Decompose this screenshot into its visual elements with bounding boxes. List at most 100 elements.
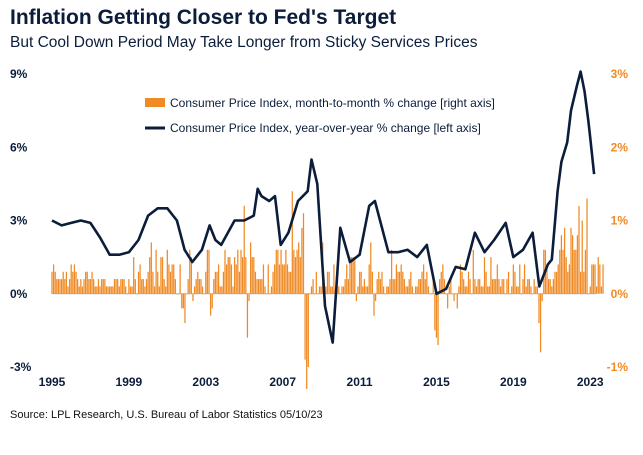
- mom-bar: [137, 271, 140, 294]
- mom-bar: [395, 264, 398, 294]
- mom-bar: [184, 293, 186, 324]
- mom-bar: [600, 286, 603, 294]
- mom-bar: [107, 286, 109, 294]
- x-axis-tick: 1995: [39, 375, 66, 389]
- mom-bar: [165, 286, 167, 294]
- mom-bar: [531, 293, 534, 295]
- mom-bar: [416, 286, 418, 294]
- mom-bar: [274, 264, 276, 294]
- mom-bar: [461, 271, 463, 294]
- mom-bar: [421, 271, 423, 294]
- mom-bar: [182, 293, 184, 309]
- mom-bar: [229, 257, 231, 294]
- mom-bar: [51, 271, 53, 294]
- mom-bar: [326, 271, 329, 294]
- chart-legend: Consumer Price Index, month-to-month % c…: [145, 96, 495, 135]
- mom-bar: [567, 271, 569, 294]
- mom-bar: [272, 271, 274, 294]
- mom-bar: [568, 264, 571, 294]
- mom-bar: [358, 271, 361, 294]
- mom-bar: [232, 286, 234, 294]
- x-axis-tick: 2003: [192, 375, 219, 389]
- mom-bar: [211, 293, 213, 309]
- mom-bar: [310, 286, 313, 294]
- mom-bar: [221, 286, 223, 294]
- mom-bar: [177, 293, 180, 295]
- mom-bar: [472, 249, 474, 294]
- mom-bar: [320, 286, 322, 294]
- mom-bar: [453, 293, 455, 302]
- mom-bar: [52, 264, 55, 294]
- mom-bar: [549, 279, 551, 294]
- legend-swatch-mom: [145, 98, 165, 107]
- mom-bar: [589, 286, 591, 294]
- mom-bar: [243, 205, 245, 294]
- mom-bar: [400, 264, 402, 294]
- mom-bar: [285, 249, 287, 294]
- chart-subtitle: But Cool Down Period May Take Longer fro…: [10, 34, 478, 51]
- mom-bar: [291, 191, 293, 294]
- mom-bar: [405, 286, 407, 294]
- mom-bar: [245, 257, 247, 294]
- mom-bar: [113, 279, 116, 294]
- mom-bar: [559, 249, 561, 294]
- mom-bar: [440, 271, 442, 294]
- mom-bar: [575, 249, 577, 294]
- mom-bar: [328, 271, 330, 294]
- mom-bar: [288, 271, 290, 294]
- mom-bar: [459, 264, 462, 294]
- mom-bar: [493, 279, 495, 294]
- mom-bar: [158, 286, 160, 294]
- mom-bar: [384, 293, 386, 295]
- mom-bar: [155, 249, 157, 294]
- mom-bar: [588, 293, 590, 295]
- mom-bar: [448, 286, 450, 294]
- mom-bar: [591, 264, 593, 294]
- mom-bar: [192, 293, 194, 302]
- mom-bar: [442, 264, 444, 294]
- mom-bar: [144, 286, 146, 294]
- mom-bar: [536, 286, 538, 294]
- mom-bar: [586, 198, 588, 294]
- mom-bar: [602, 264, 604, 294]
- mom-bar: [597, 257, 599, 294]
- mom-bar: [72, 271, 74, 294]
- mom-bar: [547, 279, 550, 294]
- mom-bar: [376, 279, 378, 294]
- mom-bar: [129, 286, 132, 294]
- mom-bar: [317, 293, 319, 295]
- mom-bar: [193, 286, 196, 294]
- mom-bars: [51, 191, 604, 389]
- legend-label-mom: Consumer Price Index, month-to-month % c…: [170, 96, 495, 110]
- mom-bar: [149, 257, 151, 294]
- mom-bar: [160, 257, 162, 294]
- mom-bar: [434, 293, 436, 331]
- mom-bar: [115, 279, 117, 294]
- mom-bar: [363, 279, 365, 294]
- mom-bar: [360, 271, 362, 294]
- mom-bar: [325, 286, 327, 294]
- mom-bar: [560, 235, 563, 294]
- mom-bar: [250, 242, 252, 294]
- mom-bar: [331, 286, 333, 294]
- mom-bar: [75, 271, 77, 294]
- mom-bar: [187, 279, 189, 294]
- mom-bar: [392, 279, 394, 294]
- mom-bar: [57, 279, 60, 294]
- mom-bar: [275, 249, 277, 294]
- mom-bar: [535, 286, 537, 294]
- mom-bar: [176, 293, 178, 295]
- mom-bar: [85, 271, 87, 294]
- mom-bar: [258, 279, 260, 294]
- mom-bar: [439, 279, 441, 294]
- mom-bar: [209, 293, 212, 316]
- mom-bar: [219, 286, 221, 294]
- mom-bar: [555, 271, 558, 294]
- mom-bar: [145, 279, 148, 294]
- mom-bar: [565, 257, 567, 294]
- mom-bar: [498, 279, 500, 294]
- mom-bar: [435, 293, 438, 338]
- mom-bar: [256, 279, 258, 294]
- mom-bar: [418, 279, 420, 294]
